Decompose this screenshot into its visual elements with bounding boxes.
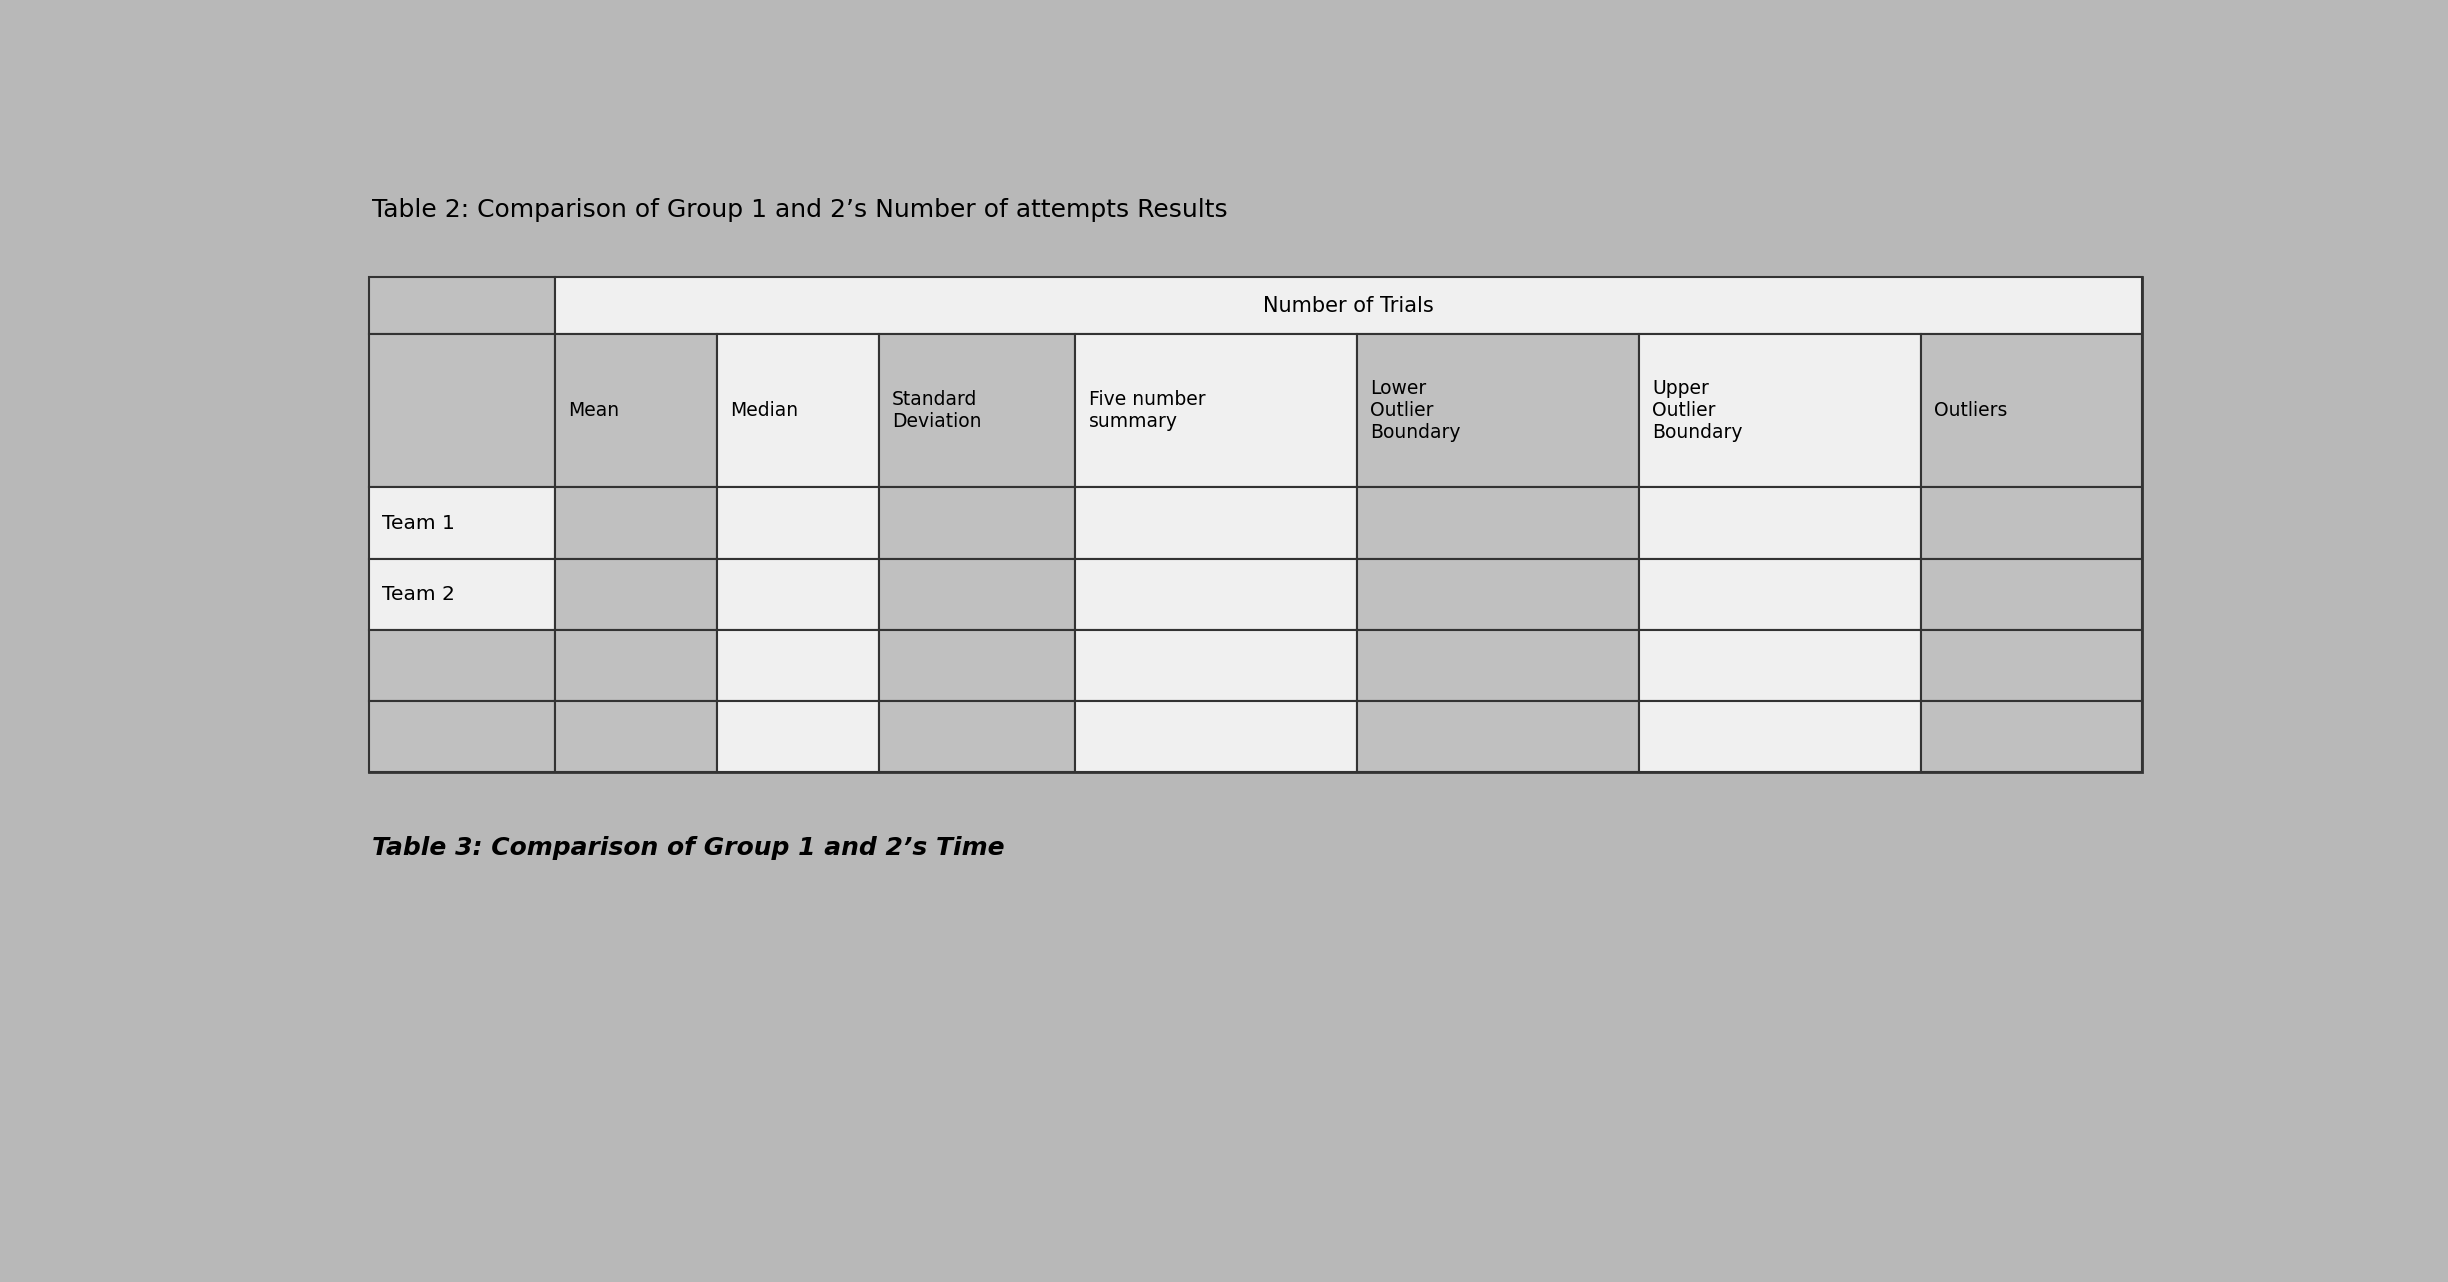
- Text: Standard
Deviation: Standard Deviation: [891, 391, 982, 432]
- Bar: [556, 335, 717, 487]
- Bar: [1075, 335, 1356, 487]
- Bar: [717, 335, 879, 487]
- Bar: [370, 487, 556, 559]
- Bar: [1638, 335, 1922, 487]
- Bar: [556, 629, 717, 701]
- Text: Median: Median: [730, 401, 798, 420]
- Bar: [370, 277, 2142, 772]
- Bar: [1356, 487, 1638, 559]
- Text: Table 2: Comparison of Group 1 and 2’s Number of attempts Results: Table 2: Comparison of Group 1 and 2’s N…: [372, 199, 1229, 222]
- Bar: [879, 487, 1075, 559]
- Bar: [717, 487, 879, 559]
- Bar: [1075, 629, 1356, 701]
- Text: Outliers: Outliers: [1934, 401, 2007, 420]
- Bar: [1638, 701, 1922, 772]
- Bar: [717, 559, 879, 629]
- Text: Lower
Outlier
Boundary: Lower Outlier Boundary: [1371, 379, 1461, 442]
- Text: Upper
Outlier
Boundary: Upper Outlier Boundary: [1652, 379, 1743, 442]
- Bar: [1922, 701, 2142, 772]
- Bar: [1922, 629, 2142, 701]
- Bar: [879, 335, 1075, 487]
- Bar: [717, 629, 879, 701]
- Bar: [1075, 701, 1356, 772]
- Bar: [1356, 629, 1638, 701]
- Bar: [556, 487, 717, 559]
- Bar: [370, 701, 556, 772]
- Bar: [370, 629, 556, 701]
- Bar: [1922, 487, 2142, 559]
- Bar: [1356, 559, 1638, 629]
- Bar: [879, 559, 1075, 629]
- Bar: [1638, 487, 1922, 559]
- Bar: [879, 701, 1075, 772]
- Bar: [556, 277, 2142, 335]
- Bar: [717, 701, 879, 772]
- Bar: [1075, 487, 1356, 559]
- Text: Mean: Mean: [568, 401, 619, 420]
- Bar: [1356, 701, 1638, 772]
- Bar: [1638, 559, 1922, 629]
- Bar: [1075, 559, 1356, 629]
- Bar: [370, 277, 556, 335]
- Bar: [1922, 559, 2142, 629]
- Bar: [1356, 335, 1638, 487]
- Bar: [1638, 629, 1922, 701]
- Text: Team 1: Team 1: [382, 514, 455, 532]
- Bar: [556, 701, 717, 772]
- Bar: [370, 559, 556, 629]
- Bar: [879, 629, 1075, 701]
- Text: Team 2: Team 2: [382, 585, 455, 604]
- Bar: [370, 335, 556, 487]
- Text: Table 3: Comparison of Group 1 and 2’s Time: Table 3: Comparison of Group 1 and 2’s T…: [372, 836, 1006, 860]
- Text: Five number
summary: Five number summary: [1089, 391, 1204, 432]
- Bar: [1922, 335, 2142, 487]
- Bar: [556, 559, 717, 629]
- Text: Number of Trials: Number of Trials: [1263, 296, 1435, 315]
